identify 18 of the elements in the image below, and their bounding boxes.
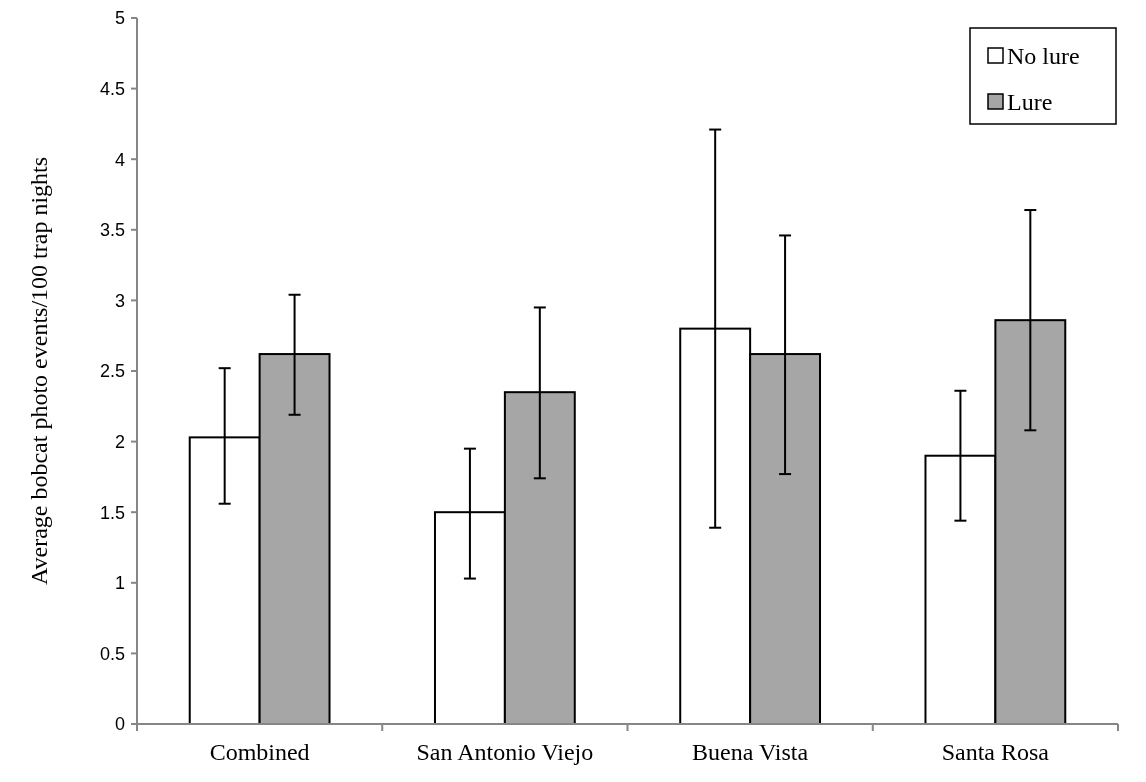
y-tick-label: 2 xyxy=(114,431,125,452)
x-tick-label: Combined xyxy=(209,739,310,765)
legend-label: Lure xyxy=(1007,89,1053,116)
y-tick-label: 0.5 xyxy=(99,643,125,664)
legend-label: No lure xyxy=(1007,43,1080,70)
x-tick-label: Santa Rosa xyxy=(941,739,1050,765)
y-tick-label: 0 xyxy=(114,714,125,735)
y-tick-label: 4 xyxy=(114,149,125,170)
y-tick-label: 3.5 xyxy=(99,220,125,241)
y-tick-label: 5 xyxy=(114,8,125,29)
x-tick-label: Buena Vista xyxy=(692,739,809,765)
x-tick-label: San Antonio Viejo xyxy=(416,739,594,765)
y-tick-label: 2.5 xyxy=(99,361,125,382)
y-tick-label: 1.5 xyxy=(99,502,125,523)
y-tick-label: 4.5 xyxy=(99,78,125,99)
y-tick-label: 1 xyxy=(114,573,125,594)
y-tick-label: 3 xyxy=(114,290,125,311)
y-axis-title: Average bobcat photo events/100 trap nights xyxy=(26,156,52,586)
